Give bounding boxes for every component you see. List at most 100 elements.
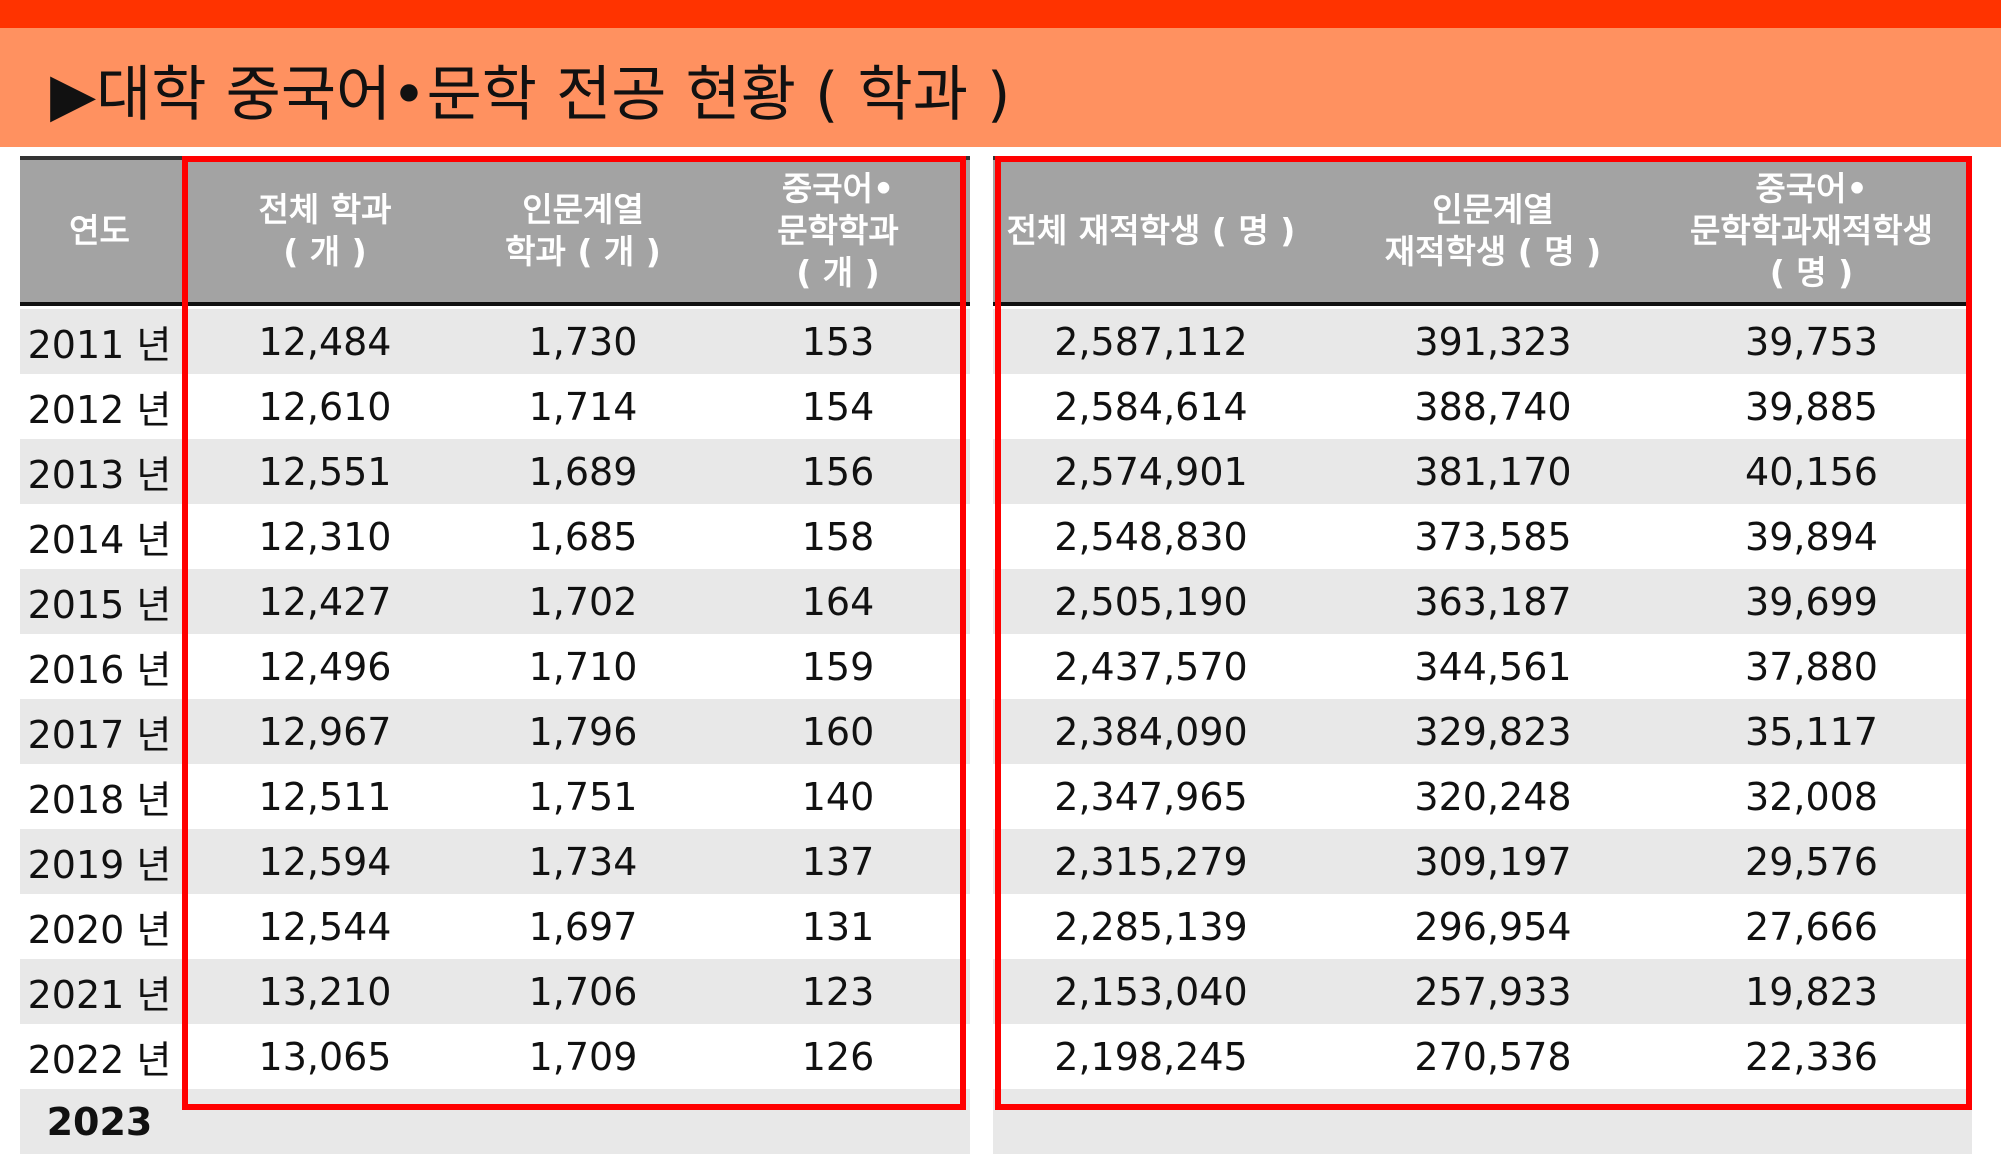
highlight-box bbox=[182, 156, 966, 1110]
value-cell: 1,685 bbox=[528, 514, 638, 559]
value-cell: 391,323 bbox=[1414, 319, 1572, 364]
value-cell: 329,823 bbox=[1414, 709, 1572, 754]
value-cell: 40,156 bbox=[1745, 449, 1878, 494]
value-cell: 154 bbox=[801, 384, 875, 429]
value-cell: 22,336 bbox=[1745, 1034, 1878, 1079]
row-bg bbox=[20, 959, 970, 1024]
title-band: ▶대학 중국어•문학 전공 현황 ( 학과 ) bbox=[0, 28, 2001, 147]
row-bg bbox=[993, 374, 1972, 439]
value-cell: 156 bbox=[801, 449, 875, 494]
year-cell: 2013 년 bbox=[27, 453, 172, 497]
row-bg bbox=[993, 894, 1972, 959]
row-bg bbox=[993, 764, 1972, 829]
header-bg bbox=[993, 156, 1972, 306]
year-cell: 2016 년 bbox=[27, 648, 172, 692]
row-bg bbox=[993, 699, 1972, 764]
row-bg bbox=[20, 569, 970, 634]
title: ▶대학 중국어•문학 전공 현황 ( 학과 ) bbox=[50, 60, 1011, 130]
row-bg bbox=[993, 309, 1972, 374]
value-cell: 35,117 bbox=[1745, 709, 1878, 754]
value-cell: 1,709 bbox=[528, 1034, 638, 1079]
value-cell: 257,933 bbox=[1414, 969, 1572, 1014]
value-cell: 12,967 bbox=[258, 709, 392, 754]
row-bg bbox=[20, 309, 970, 374]
year-cell: 2014 년 bbox=[27, 518, 172, 562]
value-cell: 2,153,040 bbox=[1054, 969, 1248, 1014]
header-cell: 인문계열 학과 ( 개 ) bbox=[505, 190, 661, 271]
value-cell: 159 bbox=[801, 644, 875, 689]
value-cell: 2,587,112 bbox=[1054, 319, 1248, 364]
row-bg bbox=[993, 959, 1972, 1024]
year-cell: 2011 년 bbox=[27, 323, 172, 367]
value-cell: 131 bbox=[801, 904, 875, 949]
value-cell: 153 bbox=[801, 319, 875, 364]
row-bg bbox=[993, 504, 1972, 569]
value-cell: 2,574,901 bbox=[1054, 449, 1248, 494]
year-cell: 2021 년 bbox=[27, 973, 172, 1017]
header-cell: 중국어• 문학학과 ( 개 ) bbox=[777, 169, 899, 292]
value-cell: 344,561 bbox=[1414, 644, 1572, 689]
value-cell: 1,689 bbox=[528, 449, 638, 494]
row-bg bbox=[20, 634, 970, 699]
row-bg bbox=[993, 1024, 1972, 1089]
row-bg bbox=[993, 569, 1972, 634]
value-cell: 39,894 bbox=[1745, 514, 1878, 559]
row-bg bbox=[20, 894, 970, 959]
value-cell: 1,734 bbox=[528, 839, 638, 884]
row-bg bbox=[20, 439, 970, 504]
highlight-box bbox=[995, 156, 1972, 1110]
year-cell: 2023 bbox=[46, 1099, 153, 1144]
value-cell: 2,315,279 bbox=[1054, 839, 1248, 884]
value-cell: 388,740 bbox=[1414, 384, 1572, 429]
row-bg bbox=[20, 504, 970, 569]
value-cell: 309,197 bbox=[1414, 839, 1572, 884]
value-cell: 1,796 bbox=[528, 709, 638, 754]
value-cell: 1,751 bbox=[528, 774, 638, 819]
value-cell: 123 bbox=[801, 969, 875, 1014]
value-cell: 12,484 bbox=[258, 319, 392, 364]
value-cell: 2,437,570 bbox=[1054, 644, 1248, 689]
value-cell: 13,065 bbox=[258, 1034, 392, 1079]
row-bg bbox=[993, 439, 1972, 504]
value-cell: 12,511 bbox=[258, 774, 392, 819]
year-cell: 2022 년 bbox=[27, 1038, 172, 1082]
value-cell: 1,697 bbox=[528, 904, 638, 949]
value-cell: 270,578 bbox=[1414, 1034, 1572, 1079]
value-cell: 2,584,614 bbox=[1054, 384, 1248, 429]
value-cell: 158 bbox=[801, 514, 875, 559]
value-cell: 1,702 bbox=[528, 579, 638, 624]
value-cell: 1,714 bbox=[528, 384, 638, 429]
value-cell: 39,885 bbox=[1745, 384, 1878, 429]
row-bg bbox=[20, 829, 970, 894]
year-cell: 2015 년 bbox=[27, 583, 172, 627]
year-cell: 2017 년 bbox=[27, 713, 172, 757]
value-cell: 13,210 bbox=[258, 969, 392, 1014]
value-cell: 126 bbox=[801, 1034, 875, 1079]
header-cell: 인문계열 재적학생 ( 명 ) bbox=[1384, 190, 1602, 271]
value-cell: 2,285,139 bbox=[1054, 904, 1248, 949]
value-cell: 164 bbox=[801, 579, 875, 624]
value-cell: 2,505,190 bbox=[1054, 579, 1248, 624]
year-cell: 2012 년 bbox=[27, 388, 172, 432]
value-cell: 29,576 bbox=[1745, 839, 1878, 884]
value-cell: 12,310 bbox=[258, 514, 392, 559]
value-cell: 160 bbox=[801, 709, 875, 754]
header-cell: 중국어• 문학학과재적학생 ( 명 ) bbox=[1690, 169, 1933, 292]
year-cell: 2018 년 bbox=[27, 778, 172, 822]
value-cell: 32,008 bbox=[1745, 774, 1878, 819]
value-cell: 1,710 bbox=[528, 644, 638, 689]
year-cell: 2019 년 bbox=[27, 843, 172, 887]
value-cell: 373,585 bbox=[1414, 514, 1572, 559]
value-cell: 39,753 bbox=[1745, 319, 1878, 364]
row-bg bbox=[993, 634, 1972, 699]
value-cell: 12,610 bbox=[258, 384, 392, 429]
header-cell: 전체 재적학생 ( 명 ) bbox=[1006, 211, 1296, 250]
value-cell: 2,198,245 bbox=[1054, 1034, 1248, 1079]
row-bg bbox=[20, 374, 970, 439]
value-cell: 2,347,965 bbox=[1054, 774, 1248, 819]
year-cell: 2020 년 bbox=[27, 908, 172, 952]
value-cell: 12,551 bbox=[258, 449, 392, 494]
header-cell: 연도 bbox=[69, 211, 130, 250]
value-cell: 12,594 bbox=[258, 839, 392, 884]
